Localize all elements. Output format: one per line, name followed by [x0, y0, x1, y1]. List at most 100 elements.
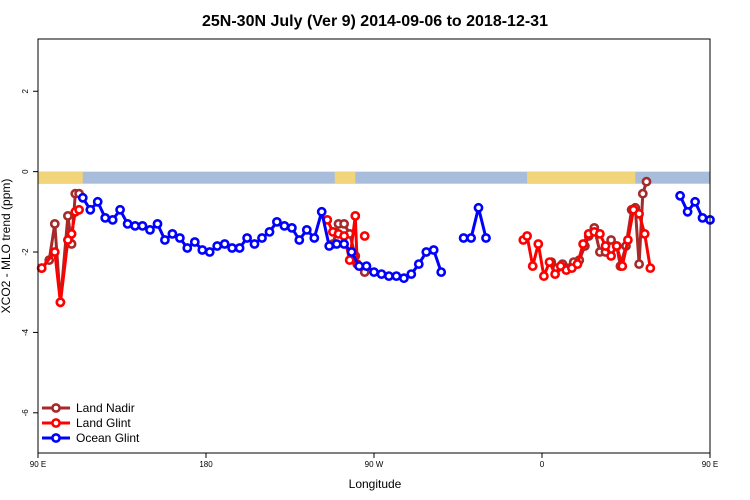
data-point [428, 245, 439, 255]
data-point [204, 247, 215, 257]
data-point [137, 220, 148, 231]
data-point [406, 269, 417, 279]
data-point [611, 241, 622, 251]
data-point [257, 233, 267, 243]
data-point [174, 233, 185, 243]
legend-label: Land Glint [76, 416, 131, 430]
legend-item: Land Nadir [42, 401, 135, 415]
data-point [634, 259, 644, 269]
land-strip-segment [38, 171, 83, 184]
y-tick-label: 0 [21, 169, 30, 174]
legend-item: Ocean Glint [42, 431, 140, 445]
series-line [463, 206, 488, 240]
data-point [145, 224, 155, 235]
legend-marker [51, 418, 61, 428]
data-point [63, 210, 73, 221]
data-point [55, 297, 66, 308]
data-point [361, 261, 372, 271]
data-point [645, 263, 656, 273]
data-point [122, 218, 133, 229]
y-tick-label: -4 [21, 328, 30, 336]
data-point [107, 214, 118, 225]
data-point [606, 251, 616, 261]
legend-label: Land Nadir [76, 401, 135, 415]
legend-marker [51, 433, 61, 443]
data-point [383, 271, 394, 281]
data-point [242, 233, 252, 243]
x-tick-label: 90 E [30, 460, 46, 469]
data-point [234, 243, 245, 253]
data-point [522, 231, 532, 241]
data-point [249, 239, 260, 249]
data-point [36, 263, 47, 273]
data-point [436, 267, 447, 277]
data-point [309, 233, 320, 243]
data-point [301, 224, 312, 235]
data-point [197, 245, 208, 255]
y-tick-label: 2 [21, 88, 30, 93]
data-point [152, 218, 163, 229]
data-point [458, 233, 469, 243]
data-point [339, 239, 349, 249]
data-point [182, 243, 193, 253]
chart-title: 25N-30N July (Ver 9) 2014-09-06 to 2018-… [202, 13, 548, 30]
data-point [539, 271, 549, 281]
data-point [473, 202, 484, 213]
data-point [279, 220, 290, 231]
data-point [339, 231, 349, 241]
y-axis: 2 0 -2 -4 -6 [21, 88, 38, 416]
data-point [74, 204, 84, 215]
data-point [286, 222, 297, 233]
data-point [481, 233, 491, 243]
data-point [49, 218, 60, 229]
data-point [391, 271, 402, 281]
data-point [212, 241, 223, 251]
data-point [697, 212, 708, 223]
data-point [641, 176, 652, 187]
data-point [339, 218, 349, 229]
data-point [294, 235, 305, 245]
data-point [92, 196, 103, 207]
data-point [623, 235, 633, 245]
data-point [100, 212, 111, 223]
data-point [413, 259, 424, 269]
data-point [690, 196, 700, 207]
data-point [634, 208, 644, 219]
series-line [522, 208, 652, 278]
data-point [578, 239, 588, 249]
land-ocean-strip [38, 171, 710, 184]
data-point [606, 235, 616, 245]
data-point [527, 261, 538, 271]
data-point [316, 206, 327, 217]
x-tick-label: 90 E [702, 460, 718, 469]
data-point [344, 255, 355, 265]
data-point [350, 210, 361, 221]
data-point [49, 247, 60, 257]
land-strip-segment [527, 171, 636, 184]
data-point [85, 204, 96, 215]
data-point [324, 241, 335, 251]
data-point [595, 228, 605, 239]
data-point [359, 231, 370, 241]
legend-label: Ocean Glint [76, 431, 140, 445]
data-point [682, 206, 693, 217]
data-point [66, 228, 77, 239]
legend-item: Land Glint [42, 416, 131, 430]
legend-marker [51, 403, 61, 413]
data-point [600, 241, 611, 251]
data-point [167, 228, 178, 239]
x-tick-label: 180 [199, 460, 213, 469]
land-strip-segment [334, 171, 356, 184]
data-point [115, 204, 125, 215]
y-tick-label: -2 [21, 248, 30, 256]
data-point [675, 190, 685, 201]
data-point [398, 273, 409, 284]
data-point [369, 267, 379, 277]
data-point [264, 226, 275, 237]
data-point [550, 269, 560, 279]
x-tick-label: 0 [540, 460, 545, 469]
series-ocean-glint [77, 190, 715, 284]
data-point [189, 237, 200, 247]
data-point [639, 228, 650, 239]
